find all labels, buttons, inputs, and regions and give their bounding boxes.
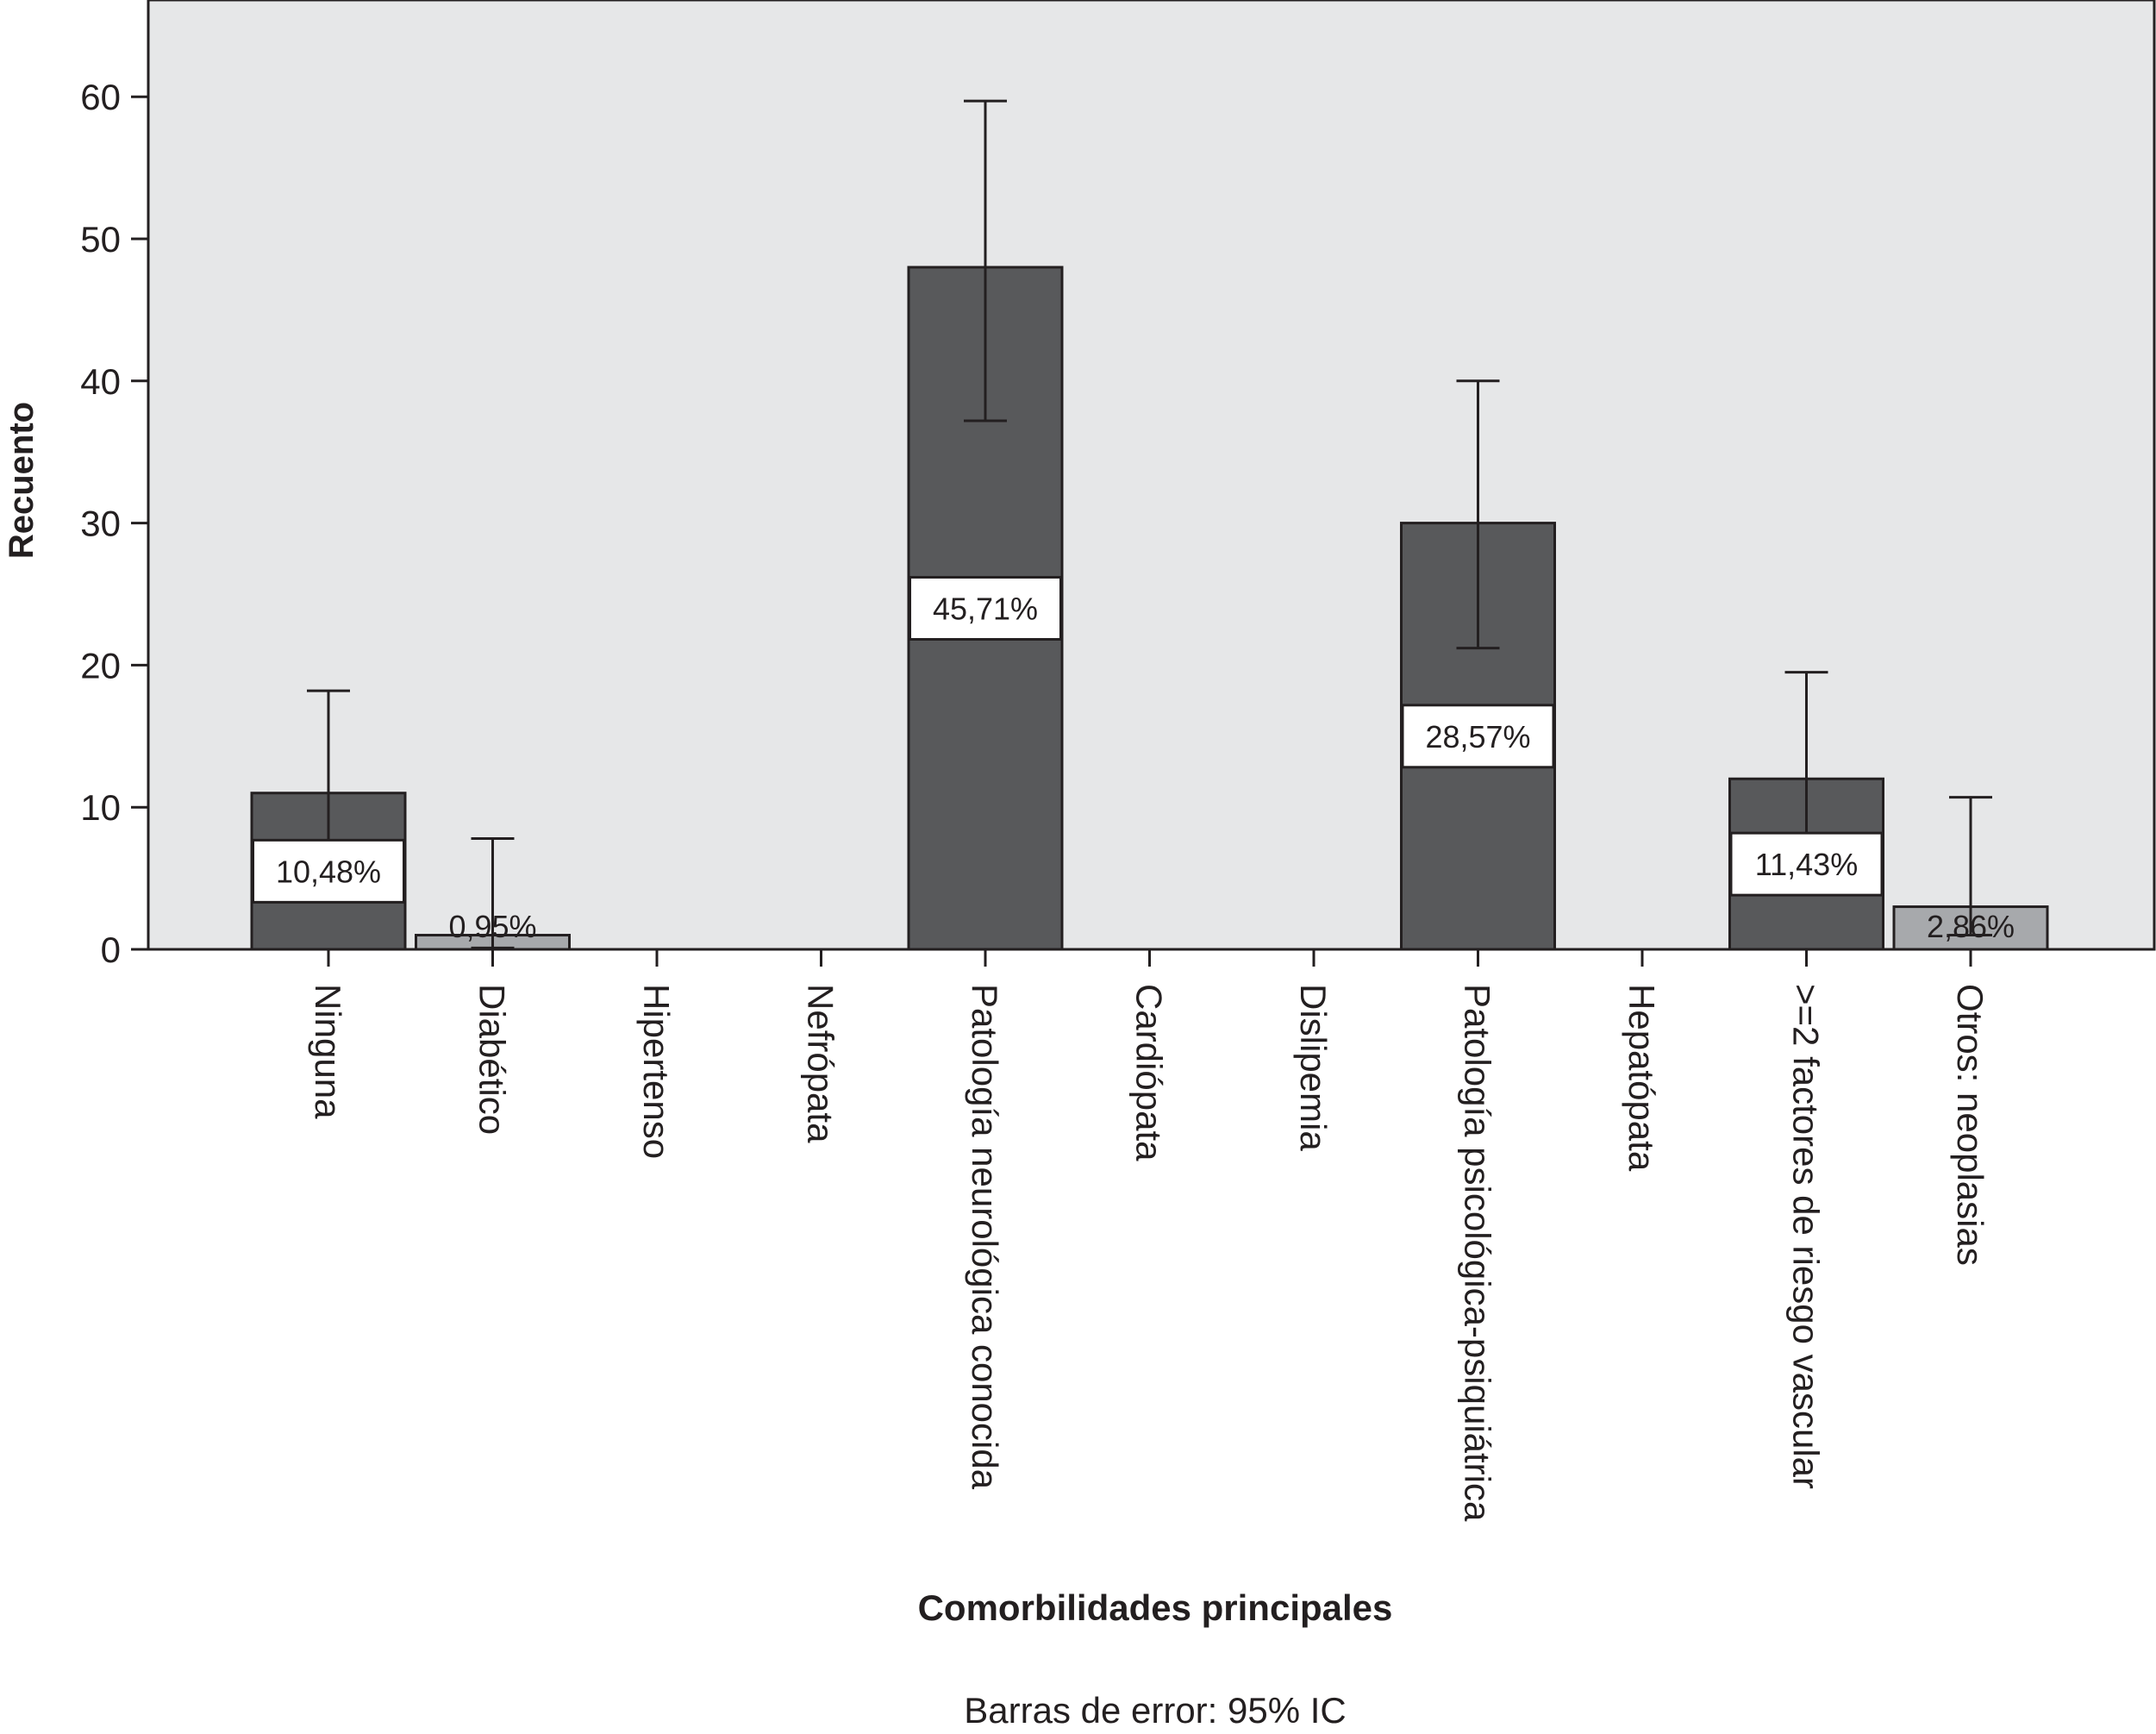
data-label: 10,48% xyxy=(276,854,381,889)
x-tick-label: Cardiópata xyxy=(1129,984,1170,1161)
data-label-box xyxy=(1729,831,1884,897)
y-tick-label: 60 xyxy=(80,77,121,117)
data-label: 28,57% xyxy=(1425,719,1530,754)
x-tick-label: Hipertenso xyxy=(636,984,677,1159)
y-tick-label: 0 xyxy=(101,930,121,970)
data-labels: 10,48% 0,95% 45,71% 28,57% 11,43% 2,86% xyxy=(252,575,2015,944)
x-tick-label: Diabético xyxy=(472,984,513,1135)
x-tick-label: Dislipemia xyxy=(1293,984,1334,1151)
x-tick-label: Patología psicológica-psiquiátrica xyxy=(1458,984,1498,1522)
x-tick-label: Hepatópata xyxy=(1622,984,1662,1172)
y-axis: 0 10 20 30 40 50 60 xyxy=(80,77,148,970)
x-axis: Ninguna Diabético Hipertenso Nefrópata Patol… xyxy=(308,949,1990,1522)
data-label: 11,43% xyxy=(1755,847,1858,882)
y-tick-label: 30 xyxy=(80,504,121,544)
y-tick-label: 10 xyxy=(80,787,121,828)
y-tick-label: 40 xyxy=(80,361,121,402)
x-tick-label: Otros: neoplasias xyxy=(1950,984,1990,1266)
footnote: Barras de error: 95% IC xyxy=(964,1690,1347,1731)
data-label: 2,86% xyxy=(1927,909,2015,944)
data-label-box xyxy=(1401,704,1555,769)
y-axis-label: Recuento xyxy=(3,402,41,559)
data-label-box xyxy=(909,575,1062,641)
data-label-box xyxy=(252,838,405,904)
x-tick-label: Ninguna xyxy=(308,984,348,1119)
x-axis-label: Comorbilidades principales xyxy=(918,1587,1393,1628)
data-label: 0,95% xyxy=(448,909,536,944)
x-tick-label: Patología neurológica conocida xyxy=(965,984,1005,1490)
y-tick-label: 20 xyxy=(80,645,121,685)
x-tick-label: Nefrópata xyxy=(801,984,841,1143)
data-label: 45,71% xyxy=(933,591,1038,626)
x-tick-label: >=2 factores de riesgo vascular xyxy=(1786,984,1827,1489)
y-tick-label: 50 xyxy=(80,219,121,260)
